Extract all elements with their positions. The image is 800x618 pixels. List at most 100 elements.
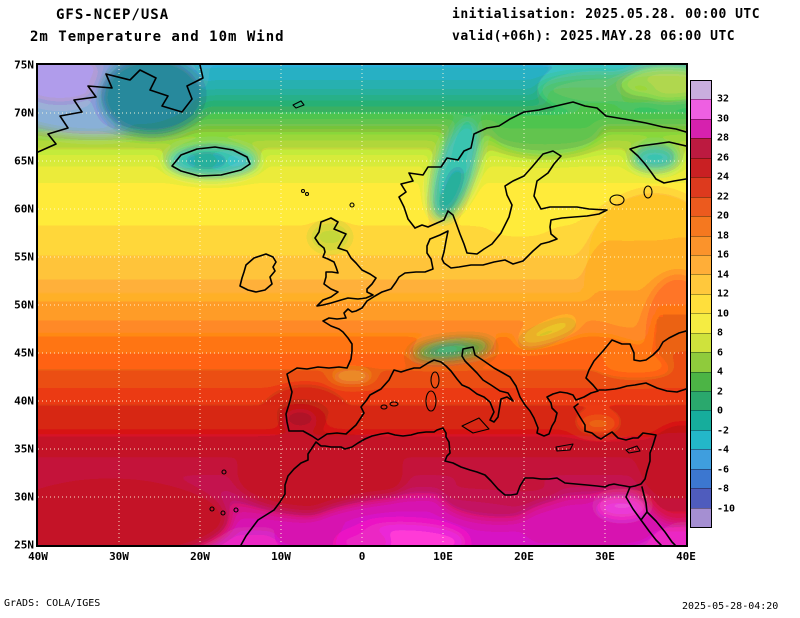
coastlines (38, 65, 686, 545)
coastline-balearic (380, 404, 388, 410)
colorbar-level-label: 2 (717, 386, 724, 398)
coastline-white-sea (629, 141, 686, 184)
lon-tick-label: 10E (433, 550, 453, 563)
colorbar-band (691, 488, 711, 508)
colorbar-band (691, 118, 711, 139)
coastline-black-sea-south (598, 382, 686, 393)
colorbar-level-label: 22 (717, 191, 730, 203)
colorbar-band (691, 216, 711, 236)
colorbar-band (691, 410, 711, 430)
coastline-red-sea-west (640, 519, 662, 545)
colorbar-level-label: 10 (717, 308, 730, 320)
colorbar-level-label: 26 (717, 152, 730, 164)
temp-blob (538, 72, 658, 108)
colorbar (690, 80, 712, 528)
colorbar-band (691, 332, 711, 353)
colorbar-band (691, 429, 711, 450)
lon-tick-label: 20E (514, 550, 534, 563)
colorbar-band (691, 254, 711, 275)
colorbar-level-label: -6 (717, 464, 730, 476)
colorbar-level-label: 20 (717, 210, 730, 222)
coastline-canary (233, 507, 239, 513)
colorbar-level-label: 30 (717, 113, 730, 125)
coastline-madeira (221, 469, 227, 475)
colorbar-band (691, 138, 711, 158)
temp-blob (486, 196, 554, 248)
temp-blob (270, 526, 390, 545)
coastline-sardinia (425, 390, 437, 412)
temp-blob (631, 145, 679, 171)
colorbar-band (691, 391, 711, 411)
lon-tick-label: 40E (676, 550, 696, 563)
lat-tick-label: 70N (14, 106, 34, 120)
temp-blob (439, 165, 465, 219)
lake-ladoga (609, 194, 625, 206)
lon-tick-label: 0 (358, 550, 366, 563)
colorbar-level-label: 28 (717, 132, 730, 144)
colorbar-level-label: 8 (717, 327, 724, 339)
lat-tick-label: 65N (14, 154, 34, 168)
colorbar-level-label: 24 (717, 171, 730, 183)
lat-tick-label: 55N (14, 250, 34, 264)
colorbar-level-label: 16 (717, 249, 730, 261)
grads-credit: GrADS: COLA/IGES (4, 598, 101, 609)
coastline-red-sea-east (646, 511, 676, 545)
colorbar-level-label: -2 (717, 425, 730, 437)
colorbar-band (691, 352, 711, 372)
coastline-anatolia-levant-africa (240, 403, 657, 545)
colorbar-band (691, 235, 711, 255)
grid-lines (38, 65, 686, 545)
lon-tick-label: 30W (109, 550, 129, 563)
coastline-sicily (461, 417, 490, 434)
coastline-cyprus (625, 445, 641, 454)
colorbar-level-label: -10 (717, 503, 736, 515)
temp-blob (646, 274, 686, 370)
coastline-canary (209, 506, 215, 512)
lat-tick-label: 60N (14, 202, 34, 216)
coastline-norway-barents (398, 101, 686, 229)
lat-tick-label: 35N (14, 442, 34, 456)
coastline-jan-mayen (292, 100, 305, 109)
lat-tick-label: 75N (14, 58, 34, 72)
colorbar-level-label: 4 (717, 366, 724, 378)
colorbar-level-label: 14 (717, 269, 730, 281)
temp-blob (601, 353, 671, 379)
temp-blob (596, 494, 648, 518)
coastline-faroe (300, 188, 306, 194)
coastline-faroe (304, 191, 310, 197)
temp-blob (308, 221, 352, 253)
lat-tick-label: 30N (14, 490, 34, 504)
coastline-corsica (430, 371, 440, 389)
coastline-greenland (38, 65, 204, 153)
weather-map (38, 65, 686, 545)
colorbar-level-label: 32 (717, 93, 730, 105)
coastline-canary (220, 510, 226, 516)
lat-tick-label: 50N (14, 298, 34, 312)
colorbar-band (691, 293, 711, 314)
coastline-balearic (389, 401, 399, 407)
temp-blob (490, 109, 600, 157)
temp-blob (38, 65, 105, 104)
colorbar-band (691, 157, 711, 178)
temp-blob (427, 343, 467, 355)
colorbar-level-label: 0 (717, 405, 724, 417)
lake-onega (643, 185, 653, 199)
colorbar-band (691, 468, 711, 489)
colorbar-level-label: -8 (717, 483, 730, 495)
colorbar-band (691, 449, 711, 469)
colorbar-band (691, 371, 711, 391)
colorbar-band (691, 196, 711, 217)
lon-tick-label: 40W (28, 550, 48, 563)
creation-timestamp: 2025-05-28-04:20 (682, 601, 779, 612)
coastline-shetland (349, 202, 355, 208)
colorbar-band (691, 81, 711, 100)
coastline-great-britain (314, 217, 377, 307)
temp-blob (650, 522, 686, 545)
initialisation-time-label: initialisation: 2025.05.28. 00:00 UTC (452, 7, 761, 22)
colorbar-band (691, 177, 711, 197)
temp-blob (330, 372, 374, 382)
temp-blob (517, 318, 579, 346)
colorbar-band (691, 313, 711, 333)
temp-blob (100, 65, 204, 136)
